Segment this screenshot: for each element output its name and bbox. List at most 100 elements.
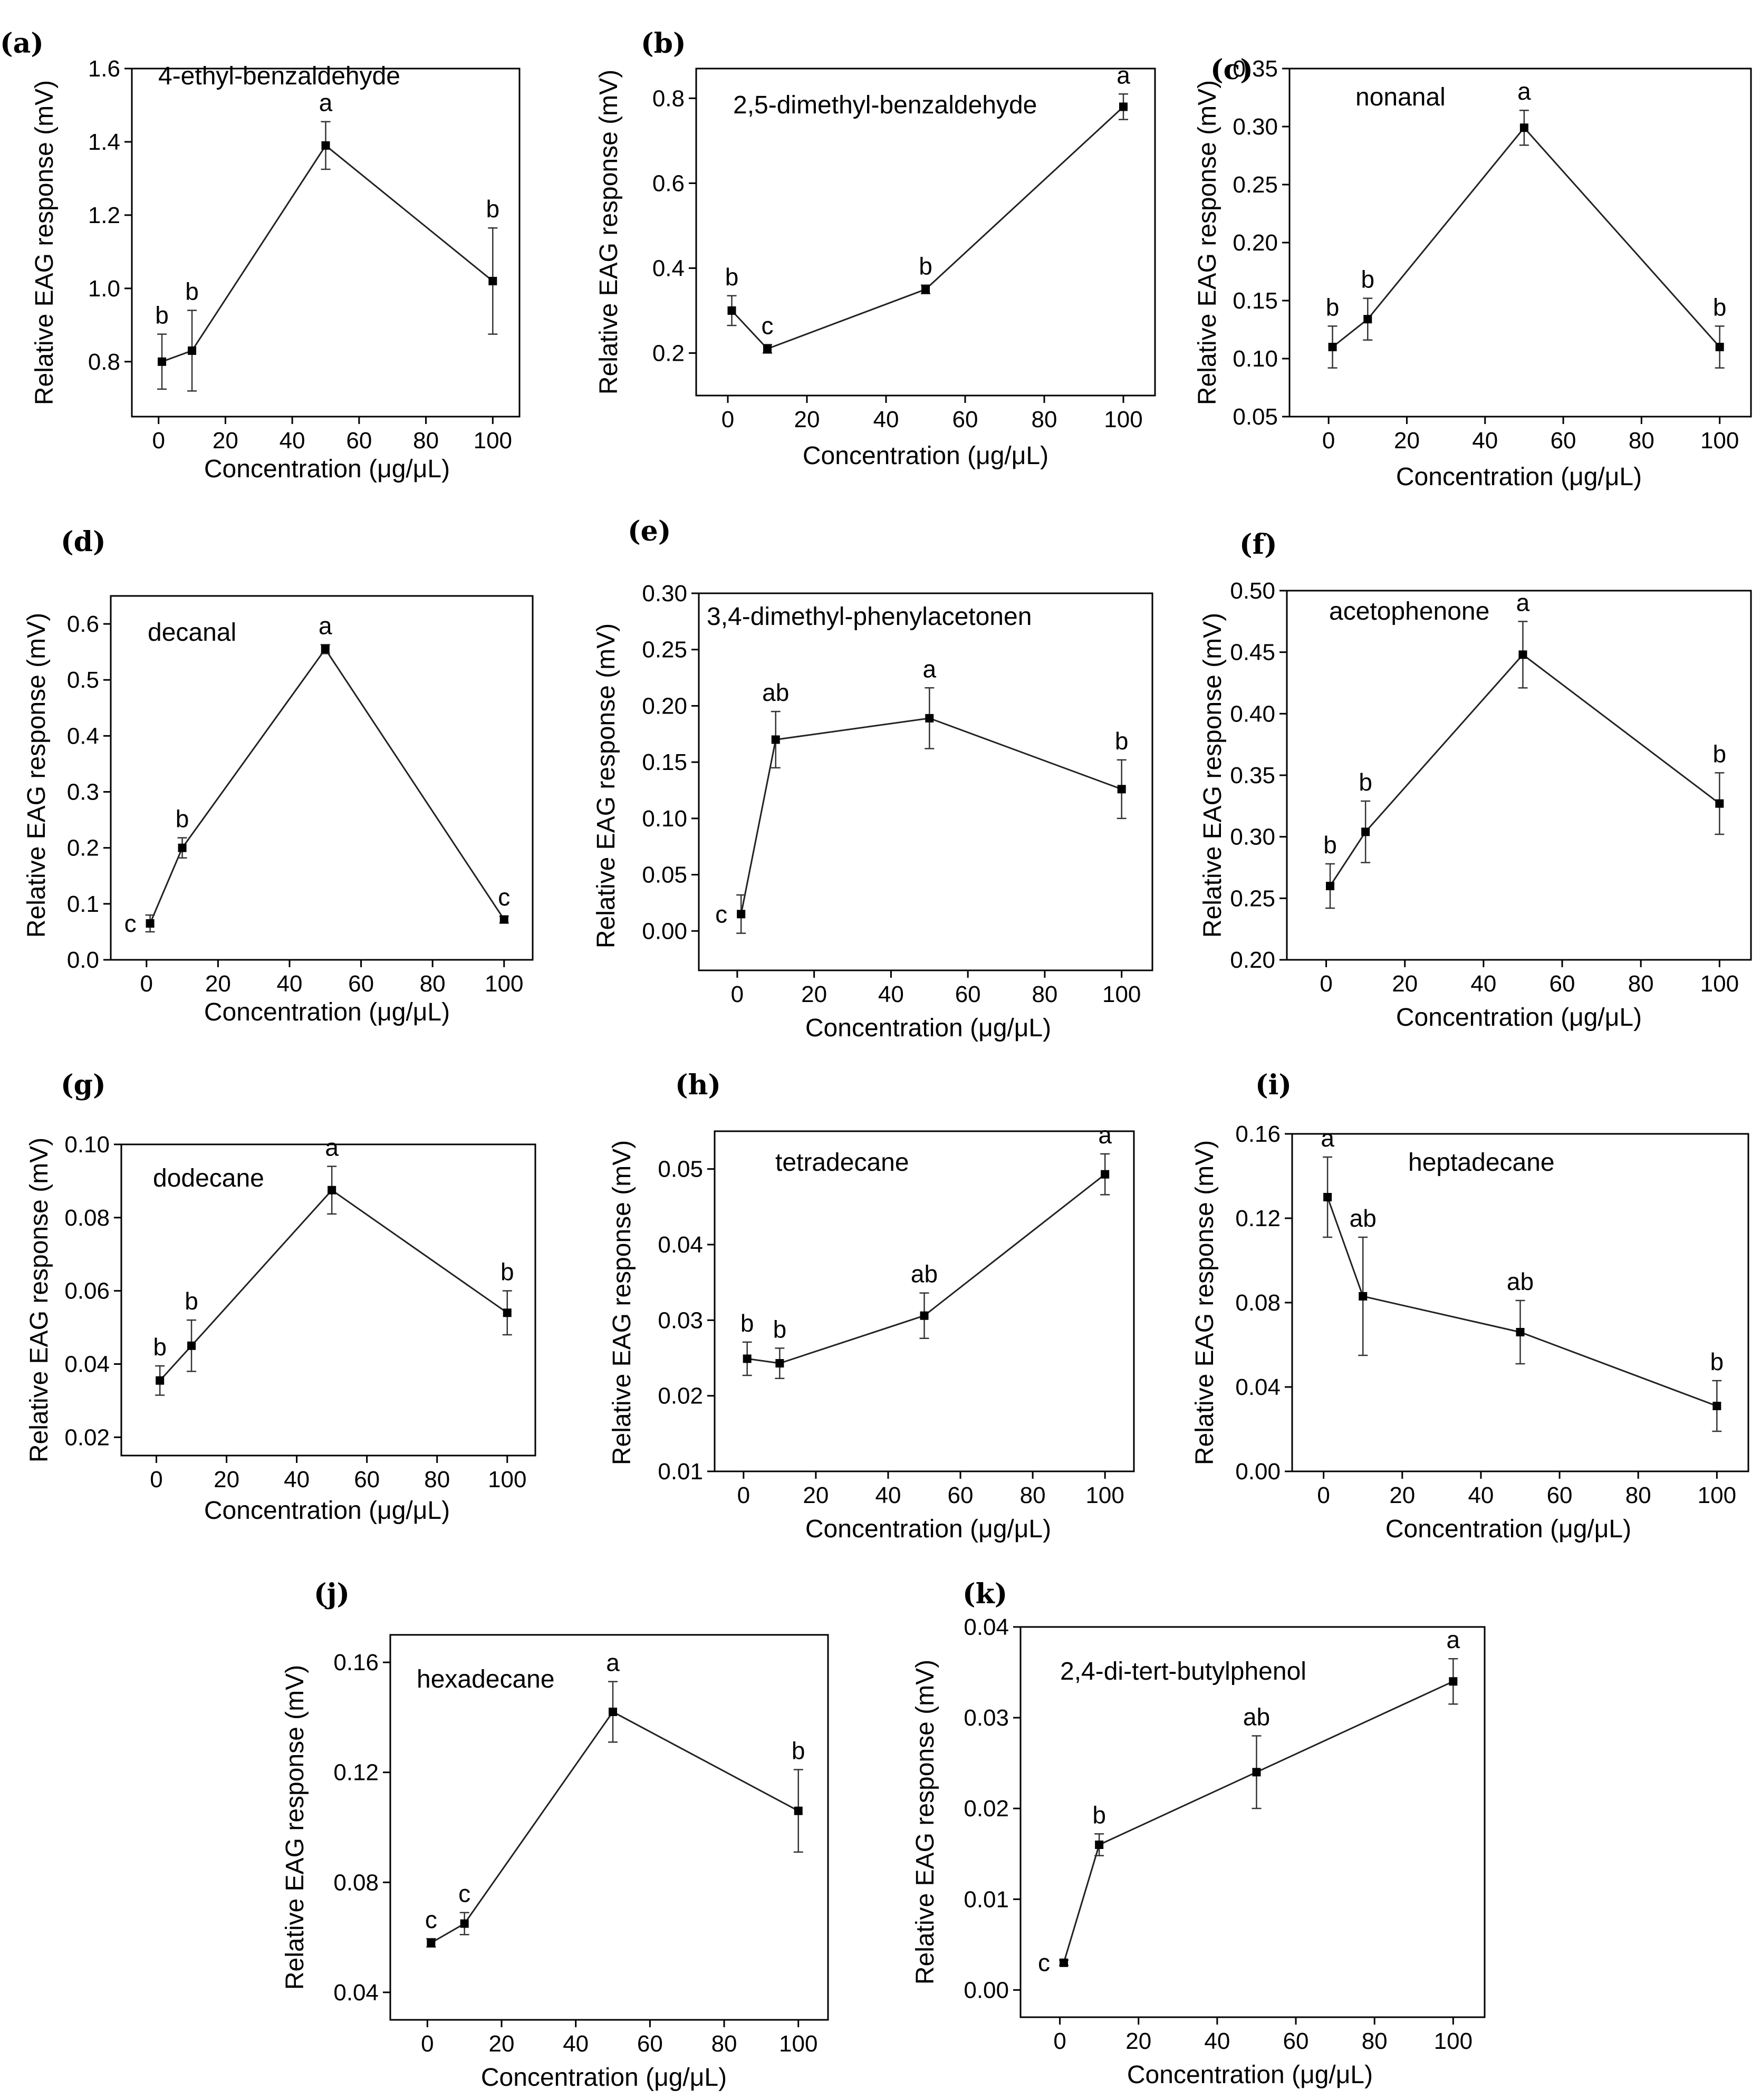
x-tick-label: 100 bbox=[488, 1467, 526, 1492]
data-point bbox=[737, 910, 746, 919]
panel-label: (g) bbox=[61, 1069, 106, 1101]
significance-letter: b bbox=[1361, 266, 1375, 293]
x-tick-label: 0 bbox=[140, 971, 153, 997]
y-tick-label: 1.2 bbox=[88, 203, 120, 228]
x-tick-label: 40 bbox=[1468, 1482, 1494, 1508]
data-point bbox=[920, 1311, 929, 1320]
y-tick-label: 0.15 bbox=[1233, 288, 1278, 314]
data-point bbox=[503, 1308, 512, 1317]
x-tick-label: 20 bbox=[205, 971, 231, 997]
chart-title: nonanal bbox=[1355, 83, 1446, 111]
significance-letter: b bbox=[740, 1309, 754, 1337]
y-tick-label: 0.06 bbox=[64, 1278, 110, 1304]
plot-frame bbox=[120, 1143, 536, 1457]
data-point bbox=[1117, 785, 1126, 794]
x-tick-label: 0 bbox=[737, 1482, 750, 1508]
data-point bbox=[1712, 1402, 1721, 1410]
significance-letter: a bbox=[1117, 61, 1130, 89]
x-tick-label: 80 bbox=[1629, 428, 1654, 454]
significance-letter: b bbox=[1359, 768, 1372, 796]
panel-label: (k) bbox=[963, 1578, 1007, 1610]
x-tick-label: 40 bbox=[1204, 2028, 1230, 2054]
significance-letter: b bbox=[1326, 293, 1340, 321]
x-tick-label: 60 bbox=[948, 1482, 974, 1508]
y-tick-label: 0.03 bbox=[964, 1705, 1009, 1731]
y-tick-label: 0.02 bbox=[64, 1424, 110, 1450]
x-axis-label: Concentration (μg/μL) bbox=[1396, 1004, 1642, 1032]
significance-letter: b bbox=[1713, 740, 1727, 767]
x-tick-label: 100 bbox=[485, 971, 523, 997]
x-axis-label: Concentration (μg/μL) bbox=[204, 455, 450, 483]
plot-frame bbox=[110, 595, 534, 961]
x-tick-label: 80 bbox=[1020, 1482, 1046, 1508]
x-tick-label: 60 bbox=[955, 981, 981, 1007]
data-point bbox=[321, 141, 330, 150]
significance-letter: a bbox=[319, 612, 332, 639]
x-tick-label: 80 bbox=[424, 1467, 450, 1492]
y-axis-label: Relative EAG response (mV) bbox=[592, 623, 620, 948]
significance-letter: a bbox=[606, 1649, 620, 1677]
y-tick-label: 0.10 bbox=[64, 1132, 110, 1158]
x-tick-label: 80 bbox=[1625, 1482, 1651, 1508]
y-tick-label: 0.25 bbox=[1230, 885, 1275, 911]
series-line bbox=[740, 717, 1122, 914]
data-point bbox=[1715, 343, 1724, 351]
x-tick-label: 0 bbox=[1317, 1482, 1330, 1508]
series-line bbox=[430, 1711, 799, 1944]
y-tick-label: 0.5 bbox=[67, 667, 99, 693]
y-axis-label: Relative EAG response (mV) bbox=[1194, 80, 1221, 405]
significance-letter: ab bbox=[762, 679, 789, 706]
panel-d: (d) 0 20 40 60 80 100 0.0 0.1 0.2 0.3 0.4 0.5 0.6 Conc… bbox=[23, 526, 534, 1026]
data-point bbox=[763, 344, 772, 353]
data-point bbox=[499, 915, 508, 924]
significance-letter: a bbox=[319, 89, 333, 117]
significance-letter: b bbox=[155, 302, 169, 329]
x-tick-label: 100 bbox=[1102, 981, 1141, 1007]
x-tick-label: 80 bbox=[413, 428, 439, 454]
panel-h: (h) 0 20 40 60 80 100 0.01 0.02 0.03 0.04 0.05 Conce… bbox=[608, 1069, 1135, 1543]
panel-e: (e) 0 20 40 60 80 100 0.00 0.05 0.10 0.15 0.20 0.25 0… bbox=[592, 515, 1153, 1042]
data-point bbox=[156, 1376, 165, 1385]
significance-letter: b bbox=[185, 278, 199, 305]
data-point bbox=[1323, 1193, 1332, 1201]
significance-letter: b bbox=[185, 1287, 198, 1315]
y-tick-label: 0.10 bbox=[642, 806, 687, 832]
chart-title: hexadecane bbox=[417, 1665, 555, 1693]
significance-letter: b bbox=[1092, 1801, 1106, 1828]
x-axis-label: Concentration (μg/μL) bbox=[805, 1014, 1051, 1042]
y-tick-label: 0.35 bbox=[1233, 56, 1278, 82]
data-point bbox=[178, 843, 187, 852]
y-tick-label: 0.08 bbox=[1235, 1290, 1281, 1316]
y-tick-label: 0.02 bbox=[658, 1383, 703, 1409]
significance-letter: b bbox=[176, 805, 189, 833]
y-tick-label: 0.30 bbox=[1230, 824, 1275, 850]
y-tick-label: 0.20 bbox=[1230, 947, 1275, 973]
y-tick-label: 0.08 bbox=[64, 1205, 110, 1231]
x-tick-label: 100 bbox=[1085, 1482, 1124, 1508]
y-tick-label: 0.02 bbox=[964, 1796, 1009, 1822]
y-tick-label: 0.2 bbox=[67, 835, 99, 861]
x-tick-label: 0 bbox=[152, 428, 165, 454]
significance-letter: ab bbox=[1243, 1703, 1270, 1731]
significance-letter: b bbox=[1713, 293, 1727, 321]
significance-letter: ab bbox=[1507, 1268, 1534, 1295]
data-point bbox=[921, 285, 930, 294]
y-axis-label: Relative EAG response (mV) bbox=[911, 1660, 939, 1985]
x-axis-label: Concentration (μg/μL) bbox=[1385, 1515, 1631, 1543]
x-tick-label: 0 bbox=[1053, 2028, 1066, 2054]
x-tick-label: 40 bbox=[280, 428, 305, 454]
x-tick-label: 80 bbox=[1362, 2028, 1388, 2054]
significance-letter: b bbox=[1323, 831, 1337, 859]
y-tick-label: 0.25 bbox=[1233, 172, 1278, 198]
y-tick-label: 0.01 bbox=[964, 1886, 1009, 1912]
x-tick-label: 20 bbox=[1392, 971, 1418, 997]
y-tick-label: 0.35 bbox=[1230, 763, 1275, 788]
chart-title: decanal bbox=[148, 619, 236, 647]
data-point bbox=[187, 1341, 196, 1350]
y-tick-label: 0.4 bbox=[67, 723, 99, 749]
data-point bbox=[328, 1186, 336, 1195]
significance-letter: b bbox=[153, 1333, 167, 1361]
x-axis-label: Concentration (μg/μL) bbox=[1127, 2061, 1373, 2089]
y-tick-label: 0.45 bbox=[1230, 640, 1275, 666]
data-point bbox=[727, 306, 736, 315]
